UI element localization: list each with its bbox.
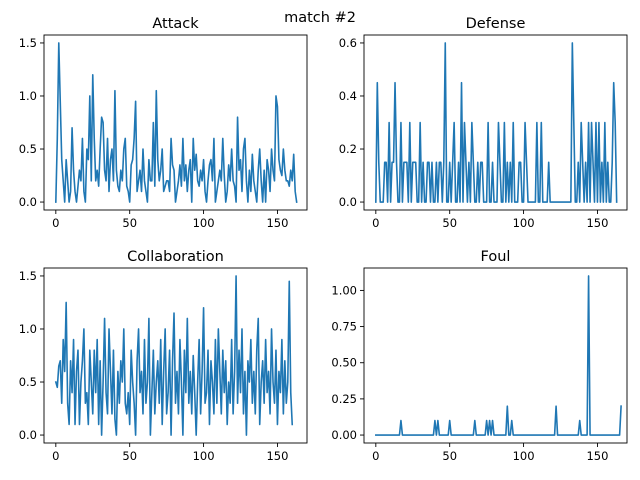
y-tick-label: 1.0 bbox=[19, 89, 37, 103]
y-tick-label: 0.2 bbox=[339, 142, 357, 156]
series-line bbox=[54, 275, 294, 436]
y-tick-label: 0.50 bbox=[331, 356, 357, 370]
x-tick-label: 50 bbox=[442, 216, 457, 230]
x-tick-label: 150 bbox=[586, 216, 608, 230]
y-tick-label: 0.6 bbox=[339, 36, 357, 50]
axes-frame bbox=[363, 34, 628, 211]
subplot-defense: Defense 0 50 100 150 0.0 0.2 0.4 0.6 bbox=[339, 16, 628, 230]
y-tick-label: 0.0 bbox=[19, 428, 37, 442]
x-tick-label: 50 bbox=[442, 449, 457, 463]
x-tick-label: 100 bbox=[193, 449, 215, 463]
x-tick-label: 0 bbox=[372, 216, 379, 230]
y-tick-label: 0.5 bbox=[19, 142, 37, 156]
x-tick-label: 100 bbox=[193, 216, 215, 230]
subplot-title: Attack bbox=[152, 16, 199, 32]
subplot-collaboration: Collaboration 0 50 100 150 0.0 0.5 1.0 1.5 bbox=[19, 249, 308, 463]
x-tick-label: 0 bbox=[52, 216, 59, 230]
y-tick-label: 1.5 bbox=[19, 36, 37, 50]
y-tick-label: 1.5 bbox=[19, 269, 37, 283]
figure-suptitle: match #2 bbox=[284, 10, 356, 26]
y-tick-label: 0.4 bbox=[339, 89, 357, 103]
x-tick-label: 150 bbox=[266, 216, 288, 230]
x-tick-label: 0 bbox=[52, 449, 59, 463]
series-line bbox=[375, 42, 618, 203]
subplot-title: Defense bbox=[466, 16, 526, 32]
axes-frame bbox=[43, 34, 308, 211]
x-tick-label: 100 bbox=[513, 216, 535, 230]
y-tick-label: 1.00 bbox=[331, 283, 357, 297]
y-tick-label: 0.00 bbox=[331, 428, 357, 442]
x-tick-label: 150 bbox=[586, 449, 608, 463]
x-tick-label: 0 bbox=[372, 449, 379, 463]
subplot-title: Foul bbox=[481, 249, 511, 265]
y-tick-label: 0.5 bbox=[19, 375, 37, 389]
subplot-foul: Foul 0 50 100 150 0.00 0.25 0.50 0.75 1.00 bbox=[331, 249, 628, 463]
y-tick-label: 1.0 bbox=[19, 322, 37, 336]
y-tick-label: 0.0 bbox=[19, 195, 37, 209]
axes-frame bbox=[363, 267, 628, 444]
x-tick-label: 150 bbox=[266, 449, 288, 463]
y-tick-label: 0.75 bbox=[331, 320, 357, 334]
subplot-attack: Attack 0 50 100 150 0.0 0.5 1.0 1.5 bbox=[19, 16, 308, 230]
y-tick-label: 0.0 bbox=[339, 195, 357, 209]
x-tick-label: 100 bbox=[513, 449, 535, 463]
axes-frame bbox=[43, 267, 308, 444]
series-line bbox=[55, 42, 298, 203]
y-tick-label: 0.25 bbox=[331, 392, 357, 406]
x-tick-label: 50 bbox=[122, 449, 137, 463]
x-tick-label: 50 bbox=[122, 216, 137, 230]
subplot-title: Collaboration bbox=[127, 249, 224, 265]
series-line bbox=[375, 275, 622, 436]
